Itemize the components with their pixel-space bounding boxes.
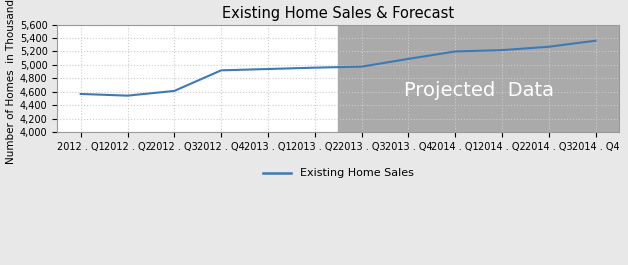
Y-axis label: Number of Homes  in Thousands: Number of Homes in Thousands: [6, 0, 16, 164]
Text: Projected  Data: Projected Data: [404, 81, 553, 100]
Title: Existing Home Sales & Forecast: Existing Home Sales & Forecast: [222, 6, 454, 21]
Legend: Existing Home Sales: Existing Home Sales: [258, 164, 418, 183]
Bar: [338, 24, 619, 132]
